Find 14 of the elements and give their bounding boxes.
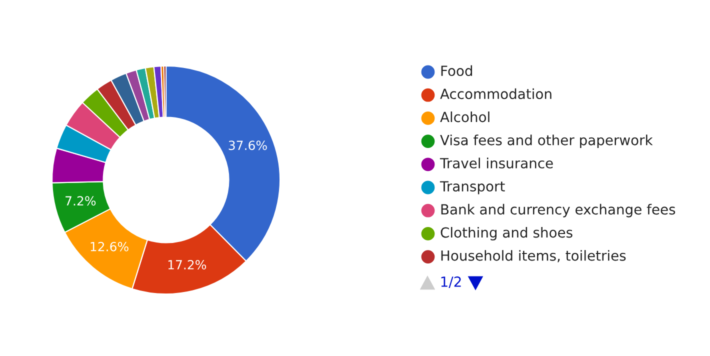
text: 1/2 (441, 276, 461, 288)
legend-label: Accommodation (440, 88, 552, 100)
legend-label: Clothing and shoes (440, 226, 572, 240)
data-label: 7.2% (66, 196, 96, 206)
data-label: 17.2% (168, 260, 206, 270)
legend-label: Travel insurance (440, 158, 553, 168)
data-label: 12.6% (90, 242, 128, 252)
legend-label: Food (441, 65, 472, 76)
legend-label: Household items, toiletries (441, 250, 626, 262)
legend-label: Visa fees and other paperwork (440, 134, 653, 148)
legend-label: Alcohol (440, 111, 490, 122)
legend-label: Bank and currency exchange fees (441, 204, 676, 218)
legend-label: Transport (440, 181, 505, 194)
data-label: 37.6% (228, 140, 267, 150)
